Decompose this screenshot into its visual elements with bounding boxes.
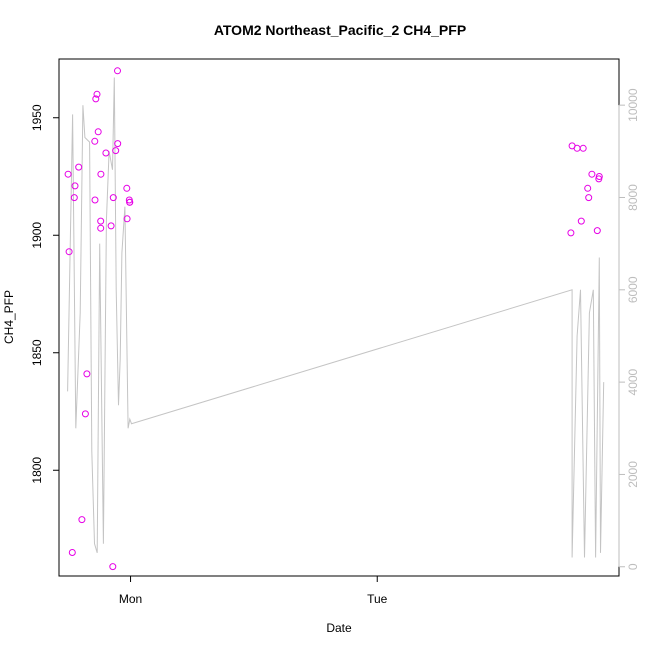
data-point <box>92 95 100 103</box>
series-points-layer <box>64 67 603 571</box>
data-point <box>97 170 105 178</box>
data-point <box>114 140 122 148</box>
data-point <box>584 184 592 192</box>
data-point <box>78 516 86 524</box>
data-point <box>107 222 115 230</box>
data-point <box>64 170 72 178</box>
y2-tick-label: 4000 <box>626 368 640 395</box>
data-point <box>102 149 110 157</box>
data-point <box>593 227 601 235</box>
data-point <box>585 194 593 202</box>
y-axis-label: CH4_PFP <box>2 290 16 344</box>
y-tick-label: 1800 <box>30 457 44 484</box>
x-tick-label: Mon <box>119 592 142 606</box>
data-point <box>68 549 76 556</box>
y-tick-label: 1950 <box>30 104 44 131</box>
data-point <box>65 248 73 256</box>
data-point <box>75 163 83 171</box>
data-point <box>577 217 585 225</box>
series-line <box>67 77 605 558</box>
data-point <box>595 173 603 180</box>
y-axis-left: 1800 1850 1900 1950 <box>30 104 60 484</box>
y2-tick-label: 8000 <box>626 184 640 211</box>
x-axis-label: Date <box>326 621 352 635</box>
chart-title: ATOM2 Northeast_Pacific_2 CH4_PFP <box>214 22 466 38</box>
data-point <box>567 229 575 237</box>
y2-tick-label: 10000 <box>626 88 640 122</box>
data-point <box>97 217 105 225</box>
y-tick-label: 1900 <box>30 222 44 249</box>
data-point <box>71 182 79 190</box>
plot-frame <box>58 58 620 577</box>
data-point <box>83 370 91 378</box>
data-point <box>579 144 587 152</box>
data-point <box>123 184 131 192</box>
y2-tick-label: 2000 <box>626 461 640 488</box>
data-point <box>114 67 121 75</box>
data-point <box>573 144 581 152</box>
data-point <box>123 215 131 223</box>
data-point <box>112 147 120 155</box>
data-point <box>126 198 134 206</box>
data-point <box>94 128 102 136</box>
data-point <box>109 194 117 202</box>
data-point <box>70 194 78 202</box>
y-tick-label: 1850 <box>30 339 44 366</box>
data-point <box>81 410 89 418</box>
y2-tick-label: 0 <box>626 563 640 570</box>
series-line-layer <box>67 77 605 558</box>
x-axis: Mon Tue <box>119 575 388 606</box>
data-point <box>97 224 105 232</box>
data-point <box>109 563 117 571</box>
data-point <box>91 196 99 204</box>
data-point <box>588 170 596 178</box>
x-tick-label: Tue <box>367 592 388 606</box>
data-point <box>93 90 101 98</box>
y-axis-right: 0 2000 4000 6000 8000 10000 <box>618 88 640 570</box>
data-point <box>91 137 99 145</box>
y2-tick-label: 6000 <box>626 276 640 303</box>
